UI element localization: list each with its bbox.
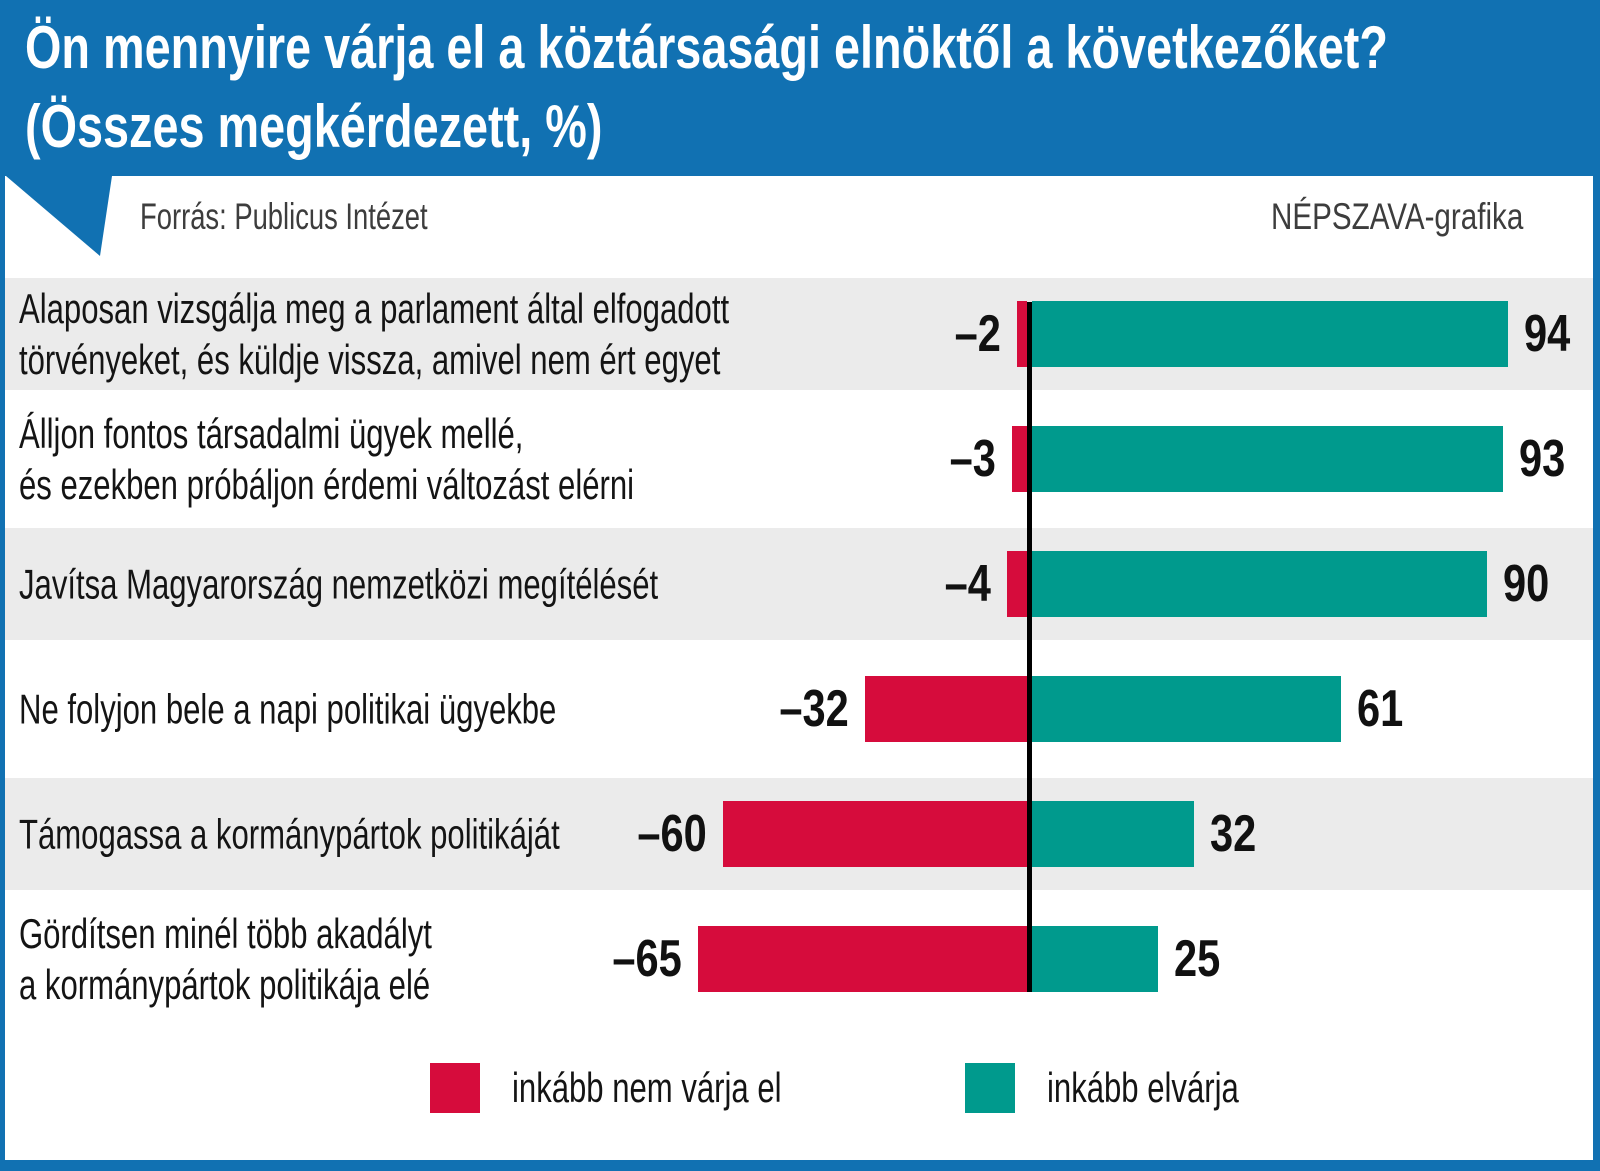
bar-negative xyxy=(1007,551,1027,617)
value-label-positive: 25 xyxy=(1174,930,1221,988)
bar-positive xyxy=(1032,801,1194,867)
value-label-negative: –3 xyxy=(949,430,996,488)
chart-row: Támogassa a kormánypártok politikáját –60… xyxy=(5,778,1593,890)
speech-bubble-tail-icon xyxy=(6,176,112,256)
legend-swatch-positive xyxy=(965,1063,1015,1113)
value-label-positive: 32 xyxy=(1210,805,1257,863)
bar-negative xyxy=(698,926,1027,992)
chart-row: Gördítsen minél több akadályt a kormánypá… xyxy=(5,903,1593,1015)
value-label-positive: 94 xyxy=(1524,305,1571,363)
legend: inkább nem várja el inkább elvárja xyxy=(0,1060,1600,1116)
chart-row: Ne folyjon bele a napi politikai ügyekbe… xyxy=(5,653,1593,765)
value-label-positive: 90 xyxy=(1503,555,1550,613)
category-label: Alaposan vizsgálja meg a parlament által… xyxy=(19,285,730,383)
chart-row: Álljon fontos társadalmi ügyek mellé, és … xyxy=(5,403,1593,515)
bar-negative xyxy=(723,801,1027,867)
chart-title: Ön mennyire várja el a köztársasági elnö… xyxy=(25,8,1600,166)
value-label-negative: –32 xyxy=(779,680,849,738)
category-label: Javítsa Magyarország nemzetközi megítélé… xyxy=(19,560,659,608)
title-line-2: (Összes megkérdezett, %) xyxy=(25,93,603,160)
bar-positive xyxy=(1032,676,1341,742)
chart-row: Javítsa Magyarország nemzetközi megítélé… xyxy=(5,528,1593,640)
category-label: Gördítsen minél több akadályt a kormánypá… xyxy=(19,910,432,1008)
frame-border-right xyxy=(1593,176,1600,1171)
bar-positive xyxy=(1032,551,1487,617)
category-label: Álljon fontos társadalmi ügyek mellé, és … xyxy=(19,410,635,508)
title-line-1: Ön mennyire várja el a köztársasági elnö… xyxy=(25,14,1388,81)
bar-negative xyxy=(1017,301,1027,367)
bar-positive xyxy=(1032,301,1508,367)
bar-positive xyxy=(1032,426,1503,492)
value-label-negative: –2 xyxy=(954,305,1001,363)
header-band: Ön mennyire várja el a köztársasági elnö… xyxy=(0,0,1600,176)
value-label-negative: –60 xyxy=(637,805,707,863)
chart-row: Alaposan vizsgálja meg a parlament által… xyxy=(5,278,1593,390)
legend-label-positive: inkább elvárja xyxy=(1047,1064,1239,1111)
zero-axis-line xyxy=(1027,302,1032,992)
value-label-positive: 93 xyxy=(1519,430,1566,488)
source-label: Forrás: Publicus Intézet xyxy=(140,196,428,237)
bar-negative xyxy=(1012,426,1027,492)
credit-label: NÉPSZAVA-grafika xyxy=(1270,196,1523,237)
value-label-positive: 61 xyxy=(1357,680,1404,738)
frame-border-left xyxy=(0,176,5,1171)
bar-negative xyxy=(865,676,1027,742)
frame-border-bottom xyxy=(0,1160,1600,1171)
category-label: Támogassa a kormánypártok politikáját xyxy=(19,810,560,858)
chart-plot-area: Alaposan vizsgálja meg a parlament által… xyxy=(5,278,1593,1015)
legend-label-negative: inkább nem várja el xyxy=(512,1064,782,1111)
legend-swatch-negative xyxy=(430,1063,480,1113)
category-label: Ne folyjon bele a napi politikai ügyekbe xyxy=(19,685,557,733)
bar-positive xyxy=(1032,926,1158,992)
value-label-negative: –4 xyxy=(944,555,991,613)
value-label-negative: –65 xyxy=(612,930,682,988)
